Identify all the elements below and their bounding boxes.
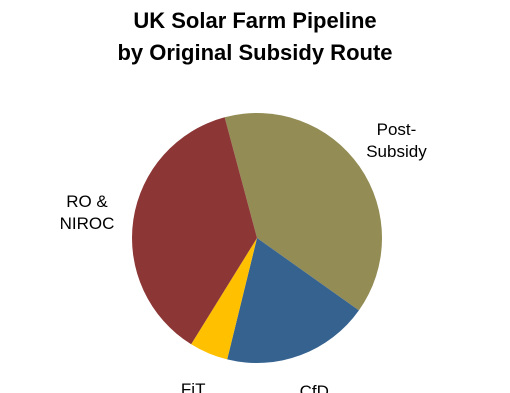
pie-slice [132,117,257,345]
chart-title: by Original Subsidy Route [117,40,393,65]
slice-label: Post-Subsidy [366,120,427,162]
chart-title: UK Solar Farm Pipeline [133,8,377,33]
pie-slice [227,238,359,363]
slice-label: CfD [299,381,329,393]
slice-label: RO & NIROC [59,191,115,233]
slice-label: FiT [180,379,206,393]
pie-slice [191,238,257,360]
pie-slice [224,113,383,311]
